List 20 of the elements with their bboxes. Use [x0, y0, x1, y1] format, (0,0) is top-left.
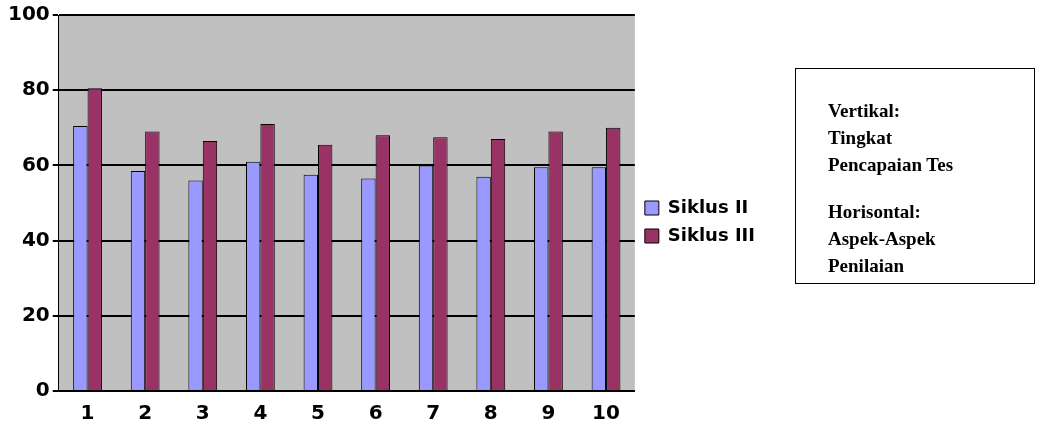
- y-tick-label: 40: [21, 226, 50, 251]
- x-tick-label: 1: [80, 400, 95, 425]
- x-tick-label: 6: [368, 400, 383, 425]
- y-tick-label: 0: [35, 377, 50, 402]
- y-tick-label: 60: [21, 151, 50, 176]
- legend-label: Siklus III: [667, 223, 756, 245]
- x-tick-label: 8: [483, 400, 498, 425]
- x-tick-label: 9: [541, 400, 556, 425]
- x-tick-label: 7: [426, 400, 441, 425]
- x-tick-label: 5: [311, 400, 325, 425]
- text: Horisontal: Aspek-Aspek Penilaian: [828, 200, 937, 278]
- legend-label: Siklus II: [667, 195, 749, 217]
- text: Vertikal: Tingkat Pencapaian Tes: [828, 99, 955, 177]
- x-tick-label: 2: [138, 400, 153, 425]
- x-tick-label: 4: [253, 400, 268, 425]
- y-tick-label: 80: [21, 76, 50, 101]
- y-tick-label: 100: [8, 1, 50, 26]
- y-tick-label: 20: [21, 302, 50, 326]
- x-tick-label: 10: [592, 400, 620, 425]
- x-tick-label: 3: [195, 400, 210, 425]
